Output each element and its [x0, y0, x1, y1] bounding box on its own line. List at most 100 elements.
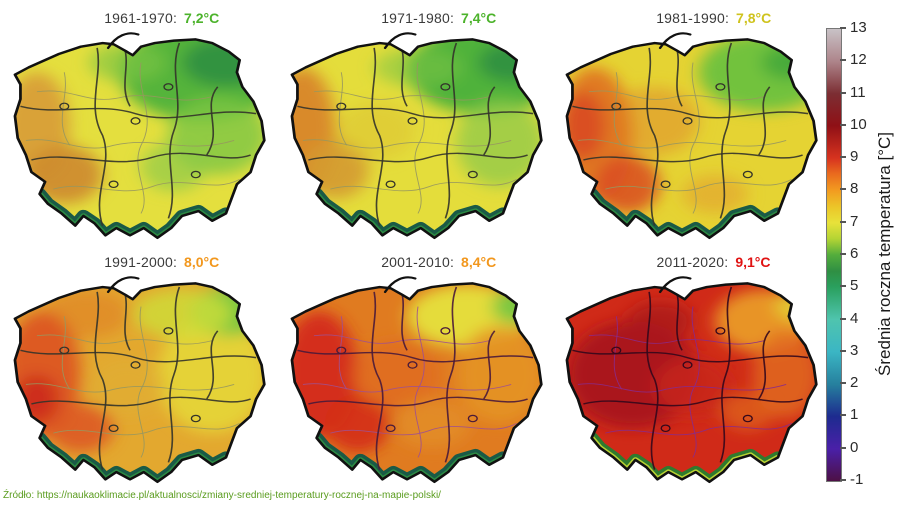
border-line	[583, 152, 803, 163]
enclave-ring	[467, 414, 478, 423]
map-cell-1971-1980: 1971-1980: 7,4°C	[281, 10, 555, 252]
border-line	[31, 152, 251, 163]
region-blob	[157, 316, 265, 434]
map-cell-2011-2020: 2011-2020: 9,1°C	[556, 254, 830, 496]
map-value-label: 8,0°C	[184, 254, 220, 270]
poland-map-2001-2010	[281, 270, 555, 494]
map-cell-1981-1990: 1981-1990: 7,8°C	[556, 10, 830, 252]
map-value-label: 7,4°C	[461, 10, 497, 26]
border-line	[167, 42, 181, 219]
colorbar-tick	[840, 220, 846, 223]
border-line	[206, 86, 219, 156]
poland-outline	[13, 38, 266, 240]
border-line	[675, 47, 683, 107]
region-blob	[610, 86, 699, 156]
region-blob	[88, 43, 166, 82]
border-line	[94, 291, 107, 470]
border-line	[308, 152, 528, 163]
map-value-label: 7,8°C	[736, 10, 772, 26]
enclave-ring	[130, 117, 141, 125]
enclave-ring	[440, 327, 451, 335]
contour-line	[689, 62, 700, 214]
contour-line	[313, 90, 490, 101]
contour-line	[61, 316, 71, 390]
enclave-ring	[682, 117, 693, 125]
map-title: 2011-2020: 9,1°C	[657, 254, 771, 270]
border-line	[206, 330, 219, 400]
enclave-ring	[130, 361, 141, 369]
poland-map-1961-1970	[4, 26, 278, 250]
label-leader-line	[383, 276, 417, 294]
colorbar-tick-label: 2	[850, 374, 859, 392]
contour-line	[338, 72, 348, 146]
colorbar-tick	[840, 446, 846, 449]
contour-line	[577, 383, 787, 393]
colorbar-tick-label: 7	[850, 212, 859, 230]
colorbar-tick-label: 8	[850, 180, 859, 198]
contour-line	[36, 334, 213, 345]
region-blob	[25, 145, 103, 204]
map-title: 1971-1980: 7,4°C	[381, 10, 496, 26]
border-line	[167, 286, 181, 463]
enclave-ring	[163, 83, 174, 91]
border-line	[20, 349, 257, 363]
region-blob	[720, 391, 776, 431]
poland-outline	[565, 282, 818, 484]
border-line	[297, 349, 534, 363]
border-line	[572, 349, 809, 363]
colorbar-tick	[840, 349, 846, 352]
colorbar-tick-label: -1	[850, 471, 864, 488]
contour-line	[577, 139, 787, 149]
contour-line	[53, 179, 240, 192]
contour-line	[330, 179, 517, 192]
colorbar-tick-label: 4	[850, 309, 859, 327]
enclave-ring	[108, 424, 119, 433]
border-line	[758, 86, 771, 156]
region-blob	[682, 174, 748, 214]
map-value-label: 8,4°C	[461, 254, 497, 270]
poland-map-2011-2020	[556, 270, 830, 494]
poland-outline	[565, 38, 818, 240]
colorbar-tick	[840, 479, 846, 481]
contour-line	[613, 72, 623, 146]
contour-line	[588, 90, 765, 101]
contour-line	[613, 316, 623, 390]
colorbar-tick	[840, 382, 846, 385]
enclave-ring	[682, 361, 693, 369]
region-blob	[182, 39, 265, 87]
map-period-label: 2011-2020:	[656, 254, 729, 270]
map-cell-1961-1970: 1961-1970: 7,2°C	[4, 10, 278, 252]
map-title: 1981-1990: 7,8°C	[656, 10, 771, 26]
poland-map-1971-1980	[281, 26, 555, 250]
enclave-ring	[715, 327, 726, 335]
poland-outline	[290, 38, 543, 240]
enclave-ring	[611, 346, 622, 355]
border-line	[572, 105, 809, 119]
region-blob	[47, 403, 114, 453]
map-period-label: 1971-1980:	[381, 10, 455, 26]
region-blob	[324, 394, 391, 453]
poland-map-1991-2000	[4, 270, 278, 494]
enclave-ring	[163, 327, 174, 335]
enclave-ring	[660, 180, 671, 189]
map-title: 1991-2000: 8,0°C	[104, 254, 219, 270]
map-title: 2001-2010: 8,4°C	[381, 254, 496, 270]
region-blob	[14, 374, 59, 424]
border-line	[400, 47, 408, 107]
contour-line	[137, 306, 148, 458]
region-blob	[141, 142, 207, 192]
enclave-ring	[336, 102, 347, 111]
border-line	[583, 396, 803, 407]
enclave-ring	[440, 83, 451, 91]
border-line	[94, 47, 107, 226]
colorbar-tick	[840, 285, 846, 288]
contour-line	[588, 334, 765, 345]
contour-line	[689, 306, 700, 458]
colorbar-tick	[840, 123, 846, 126]
enclave-ring	[108, 180, 119, 189]
colorbar-tick-label: 11	[850, 83, 866, 101]
map-period-label: 1991-2000:	[104, 254, 178, 270]
colorbar-tick-label: 12	[850, 51, 867, 69]
border-line	[675, 291, 683, 351]
map-period-label: 2001-2010:	[381, 254, 455, 270]
